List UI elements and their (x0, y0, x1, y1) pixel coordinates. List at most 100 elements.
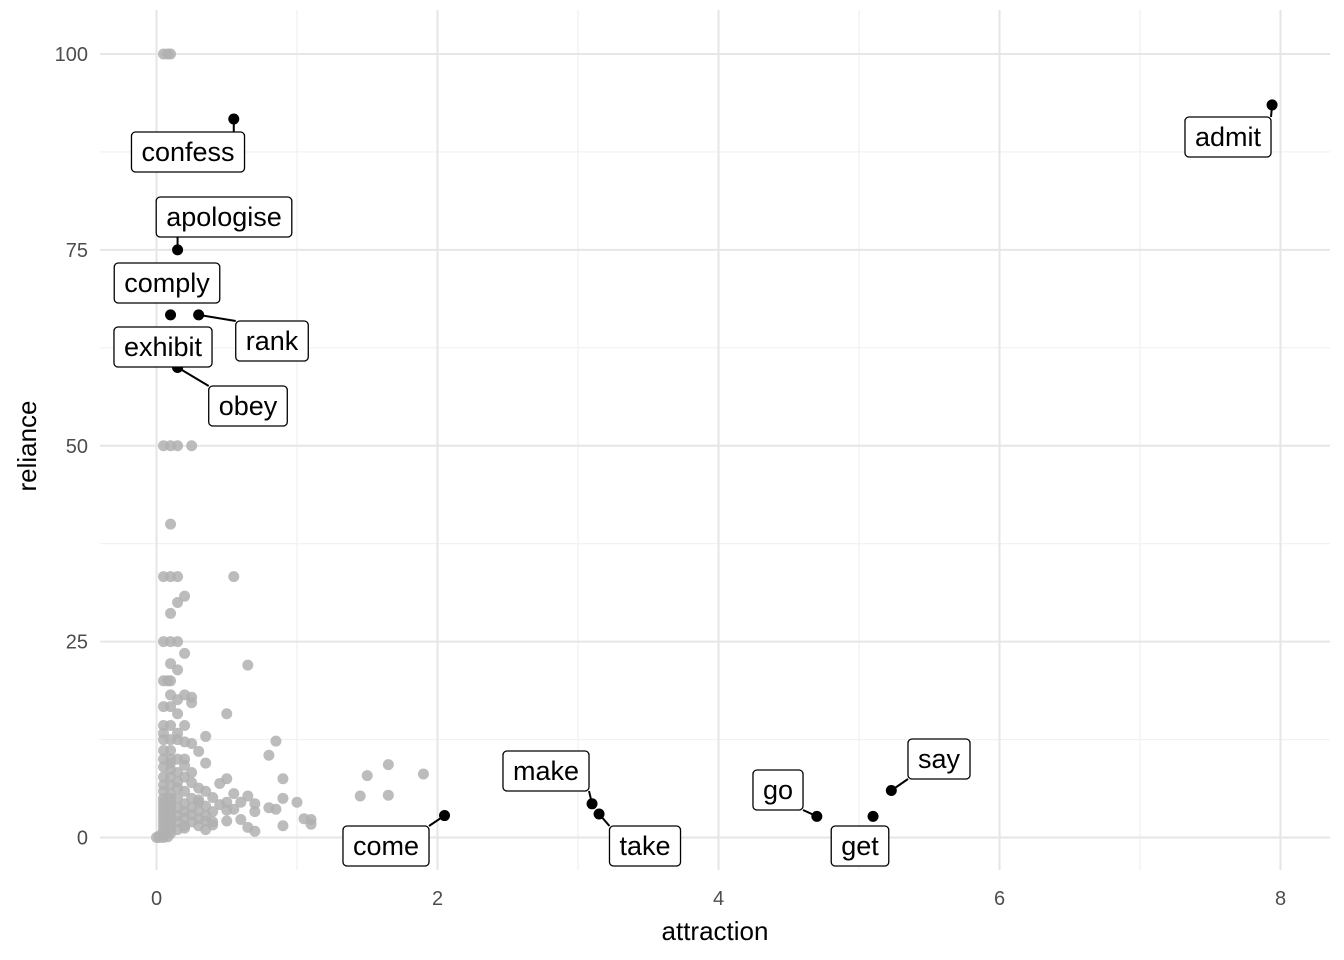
background-point (186, 440, 198, 452)
background-point (172, 636, 184, 648)
point-label-text: make (513, 756, 579, 786)
background-point (417, 768, 429, 780)
label-connector (428, 814, 446, 827)
background-point (179, 759, 191, 771)
background-point (354, 790, 366, 802)
background-point (186, 697, 198, 709)
x-axis-title: attraction (662, 916, 769, 946)
point-label-admit: admit (1184, 104, 1274, 158)
background-point (249, 798, 261, 810)
background-point (242, 790, 254, 802)
x-tick-label: 2 (432, 888, 443, 910)
background-point (165, 607, 177, 619)
minor-gridlines (100, 10, 1330, 870)
background-point (200, 757, 212, 769)
x-tick-label: 6 (994, 888, 1005, 910)
label-connector (598, 813, 611, 827)
background-point (242, 659, 254, 671)
point-label-text: rank (246, 326, 299, 356)
point-label-come: come (342, 814, 446, 867)
label-connector (588, 790, 594, 805)
background-point (179, 590, 191, 602)
point-label-make: make (502, 750, 594, 805)
background-point (263, 749, 275, 761)
background-point (305, 818, 317, 830)
label-box (907, 738, 971, 780)
label-box (1184, 116, 1272, 158)
label-box (155, 196, 293, 238)
background-point (221, 708, 233, 720)
background-point (172, 694, 184, 706)
point-label-get: get (830, 825, 890, 867)
background-point (228, 788, 240, 800)
label-connector (198, 313, 236, 322)
label-connector (1270, 104, 1274, 118)
background-point (249, 825, 261, 837)
background-point (179, 785, 191, 797)
point-label-comply: comply (113, 262, 221, 304)
point-label-confess: confess (130, 119, 246, 173)
background-point (165, 518, 177, 530)
point-label-text: comply (124, 268, 210, 298)
highlighted-points (165, 99, 1278, 822)
point-label-rank: rank (198, 313, 309, 362)
background-point (172, 664, 184, 676)
y-axis-tick-labels: 0 25 50 75 100 (55, 44, 88, 850)
label-connector (177, 366, 210, 387)
point-label-take: take (598, 813, 682, 867)
y-tick-label: 0 (77, 828, 88, 850)
y-tick-label: 75 (66, 240, 88, 262)
background-point (382, 789, 394, 801)
background-point (162, 831, 174, 843)
background-point (207, 792, 219, 804)
y-tick-label: 50 (66, 436, 88, 458)
background-point (221, 815, 233, 827)
background-point (228, 571, 240, 583)
background-point (172, 571, 184, 583)
label-box (830, 825, 890, 867)
background-point (235, 796, 247, 808)
background-point (172, 440, 184, 452)
y-axis-title: reliance (12, 400, 42, 491)
background-point (382, 759, 394, 771)
point-label-exhibit: exhibit (113, 326, 213, 368)
label-connector (802, 809, 818, 818)
label-box (752, 769, 804, 811)
label-box (208, 385, 288, 427)
background-point (221, 804, 233, 816)
background-point (179, 647, 191, 659)
background-point (179, 822, 191, 834)
background-point (270, 803, 282, 815)
x-tick-label: 0 (151, 888, 162, 910)
label-box (342, 825, 430, 867)
background-point (179, 719, 191, 731)
background-point (193, 745, 205, 757)
background-point (249, 806, 261, 818)
point-label-go: go (752, 769, 818, 818)
background-point (165, 701, 177, 713)
background-point (165, 675, 177, 687)
point-label-text: admit (1195, 122, 1262, 152)
x-tick-label: 4 (713, 888, 724, 910)
y-tick-label: 100 (55, 44, 88, 66)
background-point (277, 773, 289, 785)
point-label-text: get (841, 831, 879, 861)
label-box (235, 320, 309, 362)
background-point (200, 730, 212, 742)
background-point (235, 813, 247, 825)
background-point (270, 735, 282, 747)
background-point (172, 596, 184, 608)
major-gridlines (100, 10, 1330, 870)
background-point (200, 824, 212, 836)
point-label-apologise: apologise (155, 196, 293, 250)
point-label-text: confess (141, 137, 234, 167)
background-point (165, 745, 177, 757)
y-tick-label: 25 (66, 632, 88, 654)
label-box (502, 750, 590, 792)
point-label-text: apologise (166, 202, 282, 232)
x-tick-label: 8 (1275, 888, 1286, 910)
background-point (200, 785, 212, 797)
background-point (172, 708, 184, 720)
point-comply (165, 309, 177, 321)
